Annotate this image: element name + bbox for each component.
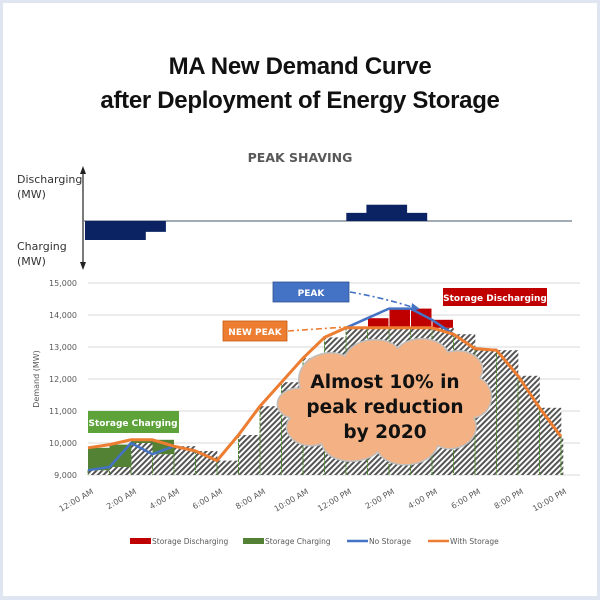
y-tick-label: 15,000 <box>49 279 77 288</box>
peak-label-box <box>272 281 350 303</box>
x-tick-label: 2:00 AM <box>105 487 138 511</box>
storage-discharging-area <box>432 319 453 328</box>
legend-swatch-storage-discharging <box>130 538 151 544</box>
x-tick-label: 8:00 AM <box>234 487 267 511</box>
x-tick-label: 10:00 PM <box>531 487 568 514</box>
demand-bar <box>88 470 110 475</box>
y-tick-label: 14,000 <box>49 311 77 320</box>
legend-swatch-storage-charging <box>243 538 264 544</box>
charge-bar <box>105 221 126 240</box>
x-tick-label: 4:00 AM <box>148 487 181 511</box>
storage-charging-label: Storage Charging <box>88 419 177 429</box>
storage-discharging-label-box <box>443 288 547 306</box>
y-tick-label: 9,000 <box>54 471 77 480</box>
y-tick-label: 13,000 <box>49 343 77 352</box>
x-tick-label: 6:00 AM <box>191 487 224 511</box>
charge-bar <box>125 221 146 240</box>
y-axis-title: Demand (MW) <box>32 350 41 408</box>
new-peak-pointer-line <box>287 326 346 332</box>
discharge-bar <box>346 212 367 221</box>
demand-bar <box>238 435 261 475</box>
with-storage-line <box>87 326 563 463</box>
demand-bar <box>217 460 239 475</box>
discharge-bar <box>406 212 428 221</box>
demand-bar <box>260 406 282 475</box>
x-tick-label: 8:00 PM <box>493 487 526 511</box>
charge-bar <box>145 221 166 232</box>
storage-discharging-label: Storage Discharging <box>443 294 547 304</box>
discharging-axis-label: (MW) <box>17 188 46 201</box>
cloud-text: Almost 10% in <box>310 372 459 393</box>
new-peak-label: NEW PEAK <box>228 328 282 338</box>
storage-discharging-area <box>389 308 410 328</box>
cloud-callout <box>276 337 493 466</box>
demand-bar <box>152 454 175 475</box>
x-tick-label: 4:00 PM <box>407 487 440 511</box>
peak-pointer-line <box>349 291 419 310</box>
x-tick-label: 12:00 AM <box>58 487 95 514</box>
new-peak-label-box <box>222 320 288 342</box>
storage-discharging-area <box>411 308 432 328</box>
demand-bar <box>496 350 519 475</box>
demand-bar <box>174 446 196 475</box>
x-tick-label: 6:00 PM <box>450 487 483 511</box>
charge-bar <box>85 221 106 240</box>
discharging-axis-label: Discharging <box>17 173 82 186</box>
discharge-bar <box>366 204 387 221</box>
y-tick-label: 11,000 <box>49 407 77 416</box>
discharge-bar <box>386 204 408 221</box>
axis-arrow-down-icon <box>80 262 86 270</box>
demand-bar <box>539 407 562 475</box>
legend-label-with-storage: With Storage <box>450 537 499 546</box>
cloud-text: by 2020 <box>343 422 426 443</box>
legend-label-storage-discharging: Storage Discharging <box>152 537 229 546</box>
charging-axis-label: (MW) <box>17 255 46 268</box>
peak-label: PEAK <box>298 289 326 299</box>
axis-arrow-up-icon <box>80 166 86 174</box>
title-line-1: MA New Demand Curve <box>168 53 432 80</box>
title-line-2: after Deployment of Energy Storage <box>100 87 500 114</box>
legend-label-storage-charging: Storage Charging <box>265 537 331 546</box>
x-tick-label: 2:00 PM <box>364 487 397 511</box>
demand-bar <box>109 467 132 475</box>
charging-axis-label: Charging <box>17 240 67 253</box>
demand-bar <box>561 436 564 475</box>
legend-label-no-storage: No Storage <box>369 537 411 546</box>
storage-discharging-area <box>368 318 389 328</box>
cloud-text: peak reduction <box>306 397 463 418</box>
peak-shaving-title: PEAK SHAVING <box>248 150 353 165</box>
y-tick-label: 10,000 <box>49 439 77 448</box>
storage-charging-area <box>88 447 110 471</box>
x-tick-label: 12:00 PM <box>316 487 353 514</box>
storage-charging-area <box>131 439 153 443</box>
peak-arrowhead-icon <box>411 303 420 311</box>
storage-charging-label-box <box>88 411 179 433</box>
x-tick-label: 10:00 AM <box>273 487 310 514</box>
y-tick-label: 12,000 <box>49 375 77 384</box>
